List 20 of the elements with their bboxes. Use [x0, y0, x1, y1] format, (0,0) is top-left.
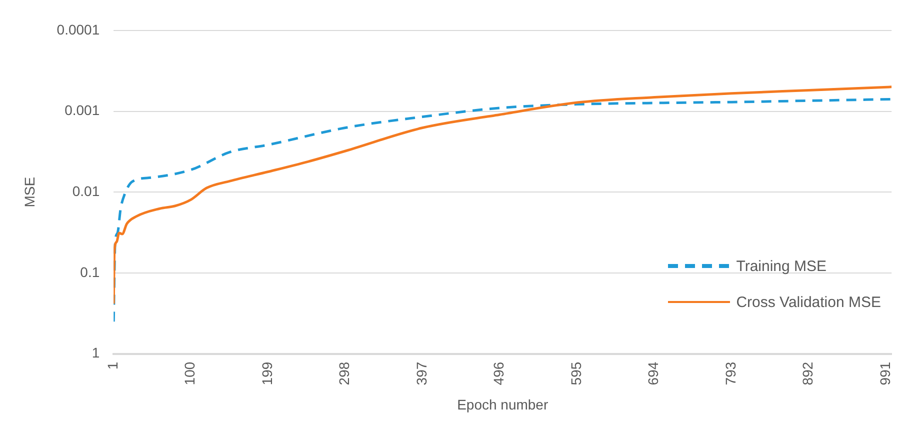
x-tick-label: 496: [490, 362, 507, 386]
y-tick-label: 0.1: [80, 264, 100, 280]
x-tick-label: 793: [722, 362, 738, 386]
x-tick-label: 595: [568, 362, 584, 386]
y-tick-label: 0.01: [72, 182, 100, 199]
x-tick-label: 892: [800, 362, 816, 386]
legend-label: Training MSE: [736, 258, 827, 274]
x-axis-title: Epoch number: [457, 396, 548, 412]
x-tick-label: 397: [413, 362, 430, 386]
x-tick-label: 991: [876, 362, 893, 386]
x-tick-label: 1: [104, 362, 120, 370]
y-axis-title: MSE: [21, 176, 38, 208]
x-tick-label: 694: [645, 362, 662, 386]
x-tick-label: 298: [336, 362, 352, 386]
y-tick-label: 0.001: [64, 102, 100, 118]
legend-label: Cross Validation MSE: [736, 294, 881, 310]
y-tick-label: 1: [92, 344, 100, 361]
x-tick-label: 100: [182, 362, 198, 386]
y-tick-label: 0.0001: [56, 21, 100, 38]
x-tick-label: 199: [258, 362, 275, 386]
